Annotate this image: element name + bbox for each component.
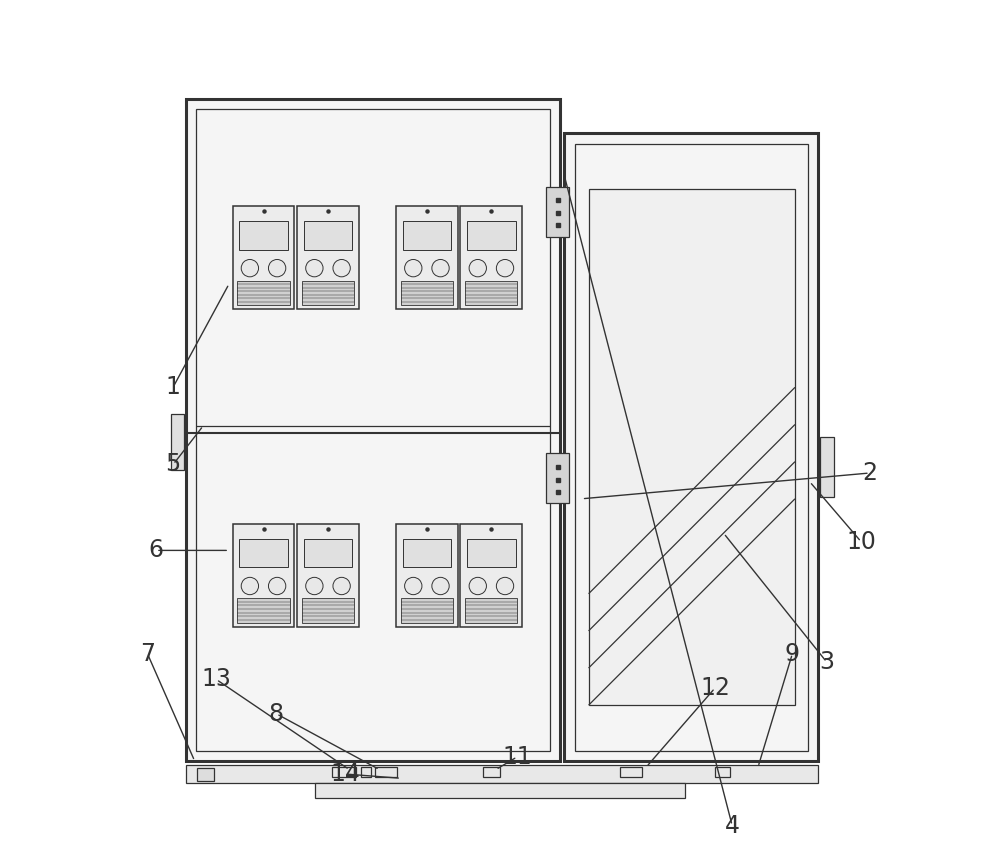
Bar bbox=[375, 767, 397, 777]
Bar bbox=[233, 524, 294, 627]
Bar bbox=[332, 767, 356, 777]
Bar bbox=[467, 538, 516, 568]
Text: 10: 10 bbox=[846, 530, 876, 554]
Circle shape bbox=[432, 260, 449, 277]
Bar bbox=[239, 221, 288, 249]
Bar bbox=[233, 206, 294, 310]
Bar bbox=[715, 767, 730, 777]
Bar bbox=[297, 524, 359, 627]
Text: 4: 4 bbox=[725, 814, 740, 838]
Text: 5: 5 bbox=[166, 452, 181, 476]
Bar bbox=[302, 280, 354, 305]
Text: 1: 1 bbox=[166, 375, 181, 399]
Circle shape bbox=[469, 577, 486, 594]
Circle shape bbox=[496, 577, 514, 594]
Bar bbox=[315, 783, 685, 798]
Circle shape bbox=[405, 577, 422, 594]
Text: 8: 8 bbox=[269, 702, 284, 726]
Bar bbox=[564, 133, 818, 761]
Bar bbox=[483, 767, 500, 777]
Bar bbox=[197, 768, 214, 781]
Text: 11: 11 bbox=[502, 745, 532, 769]
Bar bbox=[302, 599, 354, 624]
Circle shape bbox=[333, 577, 350, 594]
Circle shape bbox=[306, 260, 323, 277]
Bar bbox=[237, 599, 290, 624]
Bar bbox=[589, 189, 795, 705]
Text: 12: 12 bbox=[700, 676, 730, 700]
Bar bbox=[297, 206, 359, 310]
Circle shape bbox=[241, 260, 259, 277]
Bar bbox=[465, 280, 517, 305]
Bar bbox=[304, 538, 352, 568]
Bar bbox=[401, 280, 453, 305]
Bar bbox=[460, 206, 522, 310]
Circle shape bbox=[333, 260, 350, 277]
Bar bbox=[401, 599, 453, 624]
Bar bbox=[460, 524, 522, 627]
Text: 6: 6 bbox=[148, 538, 164, 562]
Text: 14: 14 bbox=[330, 762, 360, 786]
Circle shape bbox=[432, 577, 449, 594]
Bar bbox=[820, 437, 834, 497]
Circle shape bbox=[405, 260, 422, 277]
Bar bbox=[396, 206, 458, 310]
Text: 7: 7 bbox=[140, 642, 155, 666]
Bar bbox=[396, 524, 458, 627]
Bar bbox=[186, 765, 818, 783]
Circle shape bbox=[268, 577, 286, 594]
Bar bbox=[575, 144, 808, 751]
Bar bbox=[171, 414, 184, 470]
Circle shape bbox=[306, 577, 323, 594]
Bar bbox=[403, 221, 451, 249]
Text: 9: 9 bbox=[785, 642, 800, 666]
Text: 2: 2 bbox=[862, 461, 877, 485]
Bar bbox=[403, 538, 451, 568]
Bar bbox=[546, 187, 569, 237]
Bar bbox=[239, 538, 288, 568]
Circle shape bbox=[268, 260, 286, 277]
Bar bbox=[620, 767, 642, 777]
Bar bbox=[589, 189, 795, 705]
Bar bbox=[467, 221, 516, 249]
Bar bbox=[237, 280, 290, 305]
Text: 13: 13 bbox=[201, 667, 231, 691]
Circle shape bbox=[496, 260, 514, 277]
Bar bbox=[304, 221, 352, 249]
Bar bbox=[546, 453, 569, 503]
Bar bbox=[361, 767, 371, 777]
Circle shape bbox=[469, 260, 486, 277]
Bar bbox=[196, 109, 550, 751]
Text: 3: 3 bbox=[819, 650, 834, 674]
Bar bbox=[186, 99, 560, 761]
Bar bbox=[465, 599, 517, 624]
Circle shape bbox=[241, 577, 259, 594]
